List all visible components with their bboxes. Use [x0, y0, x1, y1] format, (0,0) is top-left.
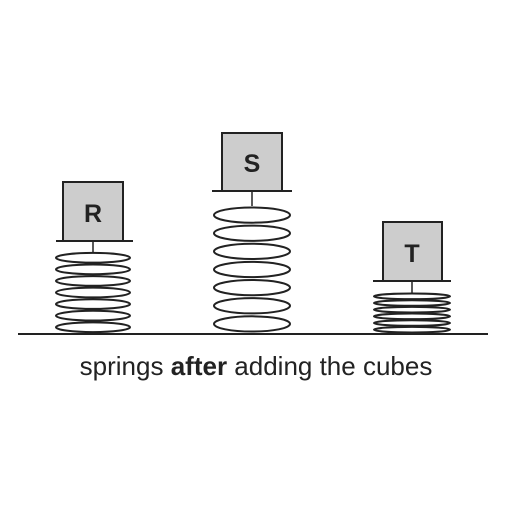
cube-label-s: S — [244, 150, 261, 178]
diagram-caption: springs after adding the cubes — [0, 351, 512, 382]
caption-emphasis: after — [170, 351, 228, 381]
spring-coil-t — [373, 292, 452, 334]
caption-text-start: springs — [79, 351, 171, 381]
spring-assembly-t: T — [373, 221, 452, 334]
cube-r — [62, 181, 124, 242]
spring-coil-r — [55, 251, 132, 334]
cube-t — [382, 221, 443, 282]
spring-assembly-s: S — [212, 132, 292, 333]
caption-text-end: adding the cubes — [227, 351, 433, 381]
cube-label-t: T — [404, 240, 419, 268]
cube-label-r: R — [84, 200, 102, 228]
spring-coil-s — [213, 206, 292, 333]
spring-assembly-r: R — [55, 181, 133, 334]
cube-s — [221, 132, 283, 192]
